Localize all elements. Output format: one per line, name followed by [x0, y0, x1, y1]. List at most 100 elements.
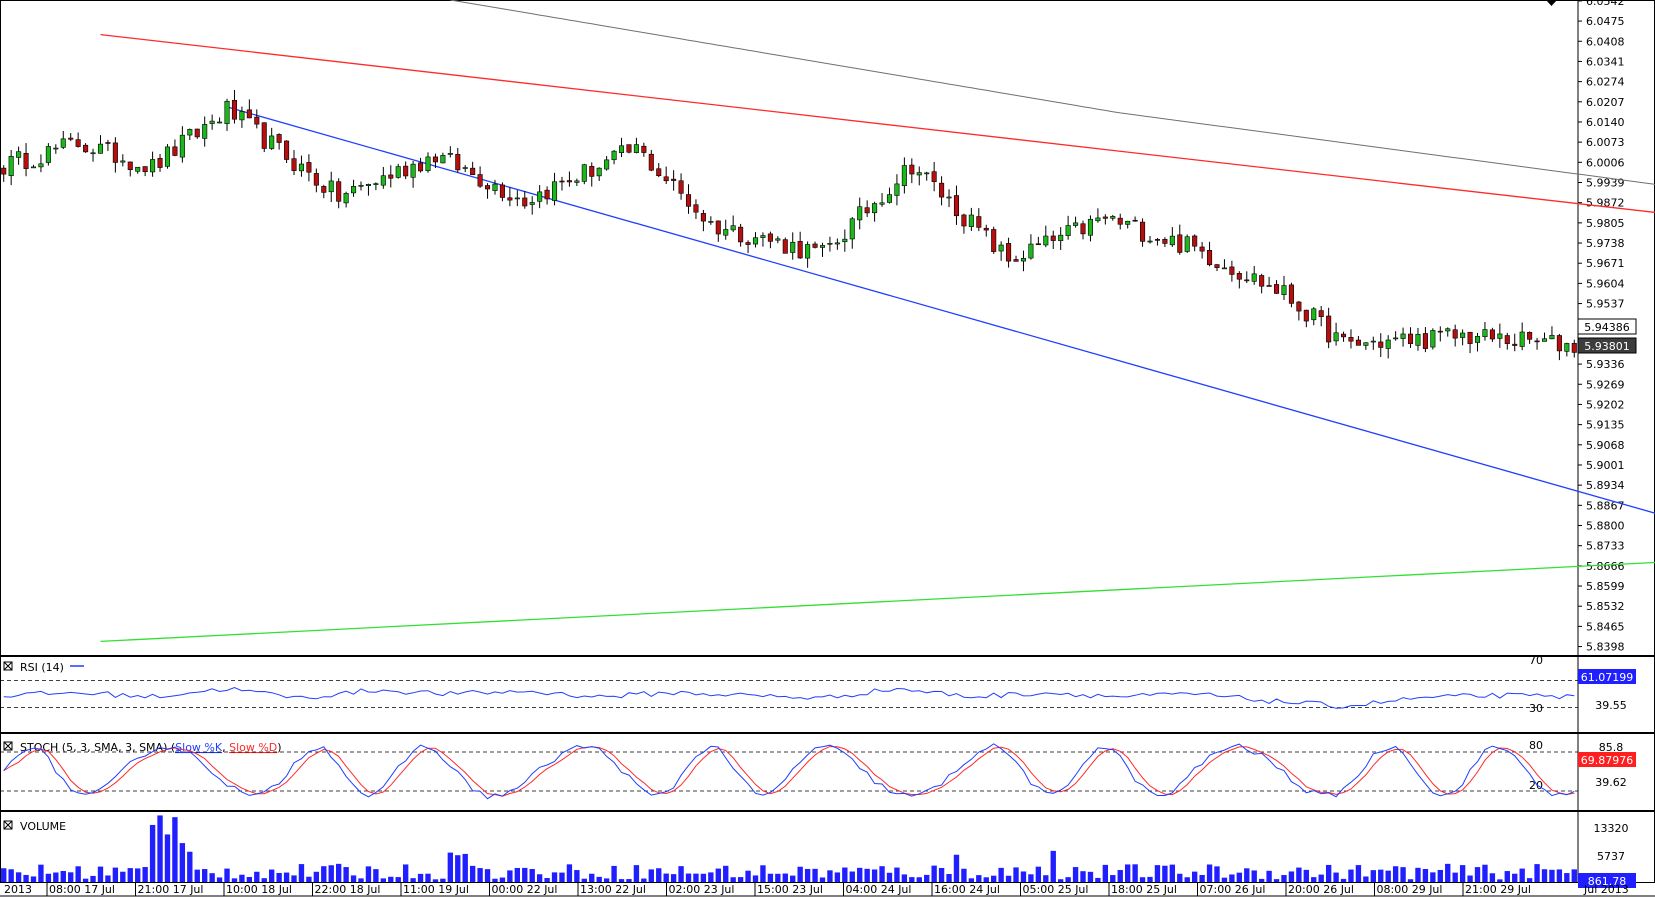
candle-down: [1177, 234, 1183, 253]
volume-bar: [239, 874, 245, 882]
candle-down: [909, 164, 915, 175]
candle-down: [738, 226, 744, 243]
candle-down: [782, 239, 788, 254]
stoch-close-box-icon: [3, 741, 13, 751]
candle-down: [1437, 330, 1443, 333]
volume-bar: [469, 865, 476, 882]
volume-bar: [663, 873, 669, 882]
candle-down: [976, 216, 982, 228]
volume-bar: [857, 867, 863, 882]
candle-up: [1095, 217, 1101, 222]
volume-bar: [1422, 869, 1429, 882]
candle-up: [529, 202, 535, 205]
time-label: 08:00 29 Jul: [1377, 883, 1443, 896]
volume-bar: [603, 878, 610, 882]
candle-up: [849, 218, 855, 240]
candle-down: [1378, 341, 1384, 348]
stoch-value-label: 69.87976: [1581, 754, 1634, 767]
candle-down: [485, 185, 491, 190]
volume-bar: [1467, 875, 1473, 882]
volume-bar: [373, 869, 379, 882]
price-tick-label: 6.0274: [1586, 76, 1625, 89]
candle-down: [1229, 266, 1235, 275]
price-tick-label: 5.8532: [1586, 600, 1625, 613]
candle-down: [105, 142, 111, 144]
candle-down: [797, 241, 803, 259]
candle-down: [157, 157, 163, 168]
volume-bar: [536, 874, 543, 882]
time-label: 20:00 26 Jul: [1288, 883, 1354, 896]
candle-down: [864, 207, 870, 214]
stoch-top-label: 85.8: [1599, 741, 1624, 754]
volume-bar: [1095, 877, 1101, 882]
candle-down: [663, 176, 669, 182]
volume-bar: [611, 865, 617, 882]
volume-bar: [105, 875, 111, 882]
candle-up: [551, 181, 558, 201]
volume-bar: [976, 875, 982, 882]
candle-down: [276, 134, 282, 143]
volume-bar: [1430, 872, 1436, 882]
volume-bar: [425, 873, 431, 882]
price-tick-label: 6.0207: [1586, 96, 1625, 109]
price-tick-label: 5.8800: [1586, 520, 1625, 533]
candle-up: [45, 146, 51, 163]
volume-bar: [1445, 863, 1451, 882]
stoch-legend-d: Slow %D: [229, 741, 277, 754]
stoch-value-box: [1578, 752, 1636, 767]
volume-bar: [1541, 869, 1548, 882]
price-tick-label: 5.8398: [1586, 641, 1625, 654]
volume-bar: [1415, 867, 1421, 882]
volume-bar: [1340, 878, 1347, 882]
time-label: 21:00 29 Jul: [1465, 883, 1531, 896]
candle-down: [1266, 285, 1272, 287]
candle-up: [834, 242, 840, 245]
price-tick-label: 5.9537: [1586, 298, 1625, 311]
candle-up: [894, 183, 900, 196]
volume-bar: [1564, 873, 1570, 882]
volume-axis-label-high: 13320: [1594, 822, 1629, 835]
candle-down: [470, 167, 476, 176]
volume-bar: [75, 866, 81, 882]
candle-down: [306, 162, 312, 173]
candle-up: [790, 241, 796, 253]
candle-down: [1355, 339, 1361, 346]
ask-price-box: [1577, 337, 1637, 354]
volume-bar: [432, 879, 439, 882]
volume-value-label: 861.78: [1588, 875, 1627, 888]
volume-bar: [343, 867, 349, 882]
candle-up: [901, 165, 907, 186]
candle-down: [1154, 239, 1160, 241]
stoch-level-20-label: 20: [1529, 779, 1543, 792]
price-tick-label: 6.0475: [1586, 15, 1625, 28]
candle-down: [68, 137, 74, 140]
volume-bar: [819, 877, 826, 882]
candle-up: [365, 184, 371, 186]
volume-bar: [1028, 874, 1034, 882]
candle-up: [946, 196, 952, 199]
candle-up: [150, 159, 156, 173]
stoch-d-polyline: [3, 746, 1575, 797]
volume-bar: [395, 877, 401, 882]
candle-up: [30, 166, 37, 169]
volume-bar: [1296, 867, 1302, 882]
stoch-k-polyline: [3, 743, 1575, 800]
price-tick-label: 5.9939: [1586, 176, 1625, 189]
volume-bar: [938, 867, 945, 882]
candle-up: [269, 135, 275, 149]
candle-up: [164, 146, 171, 167]
volume-bar: [60, 870, 66, 882]
candle-up: [1020, 258, 1026, 262]
trendline-resistance: [100, 33, 1655, 214]
volume-bar: [693, 873, 699, 882]
time-label: 16:00 24 Jul: [934, 883, 1000, 896]
volume-bar: [298, 864, 305, 882]
volume-bar: [886, 872, 893, 882]
candlesticks: [1, 89, 1577, 361]
volume-bar: [172, 817, 178, 882]
volume-bar: [15, 872, 22, 882]
candle-up: [775, 238, 781, 241]
candle-down: [566, 180, 572, 183]
volume-bar: [648, 869, 654, 882]
volume-bar: [849, 871, 855, 882]
